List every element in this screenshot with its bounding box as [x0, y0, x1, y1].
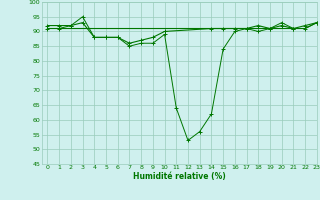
- X-axis label: Humidité relative (%): Humidité relative (%): [133, 172, 226, 181]
